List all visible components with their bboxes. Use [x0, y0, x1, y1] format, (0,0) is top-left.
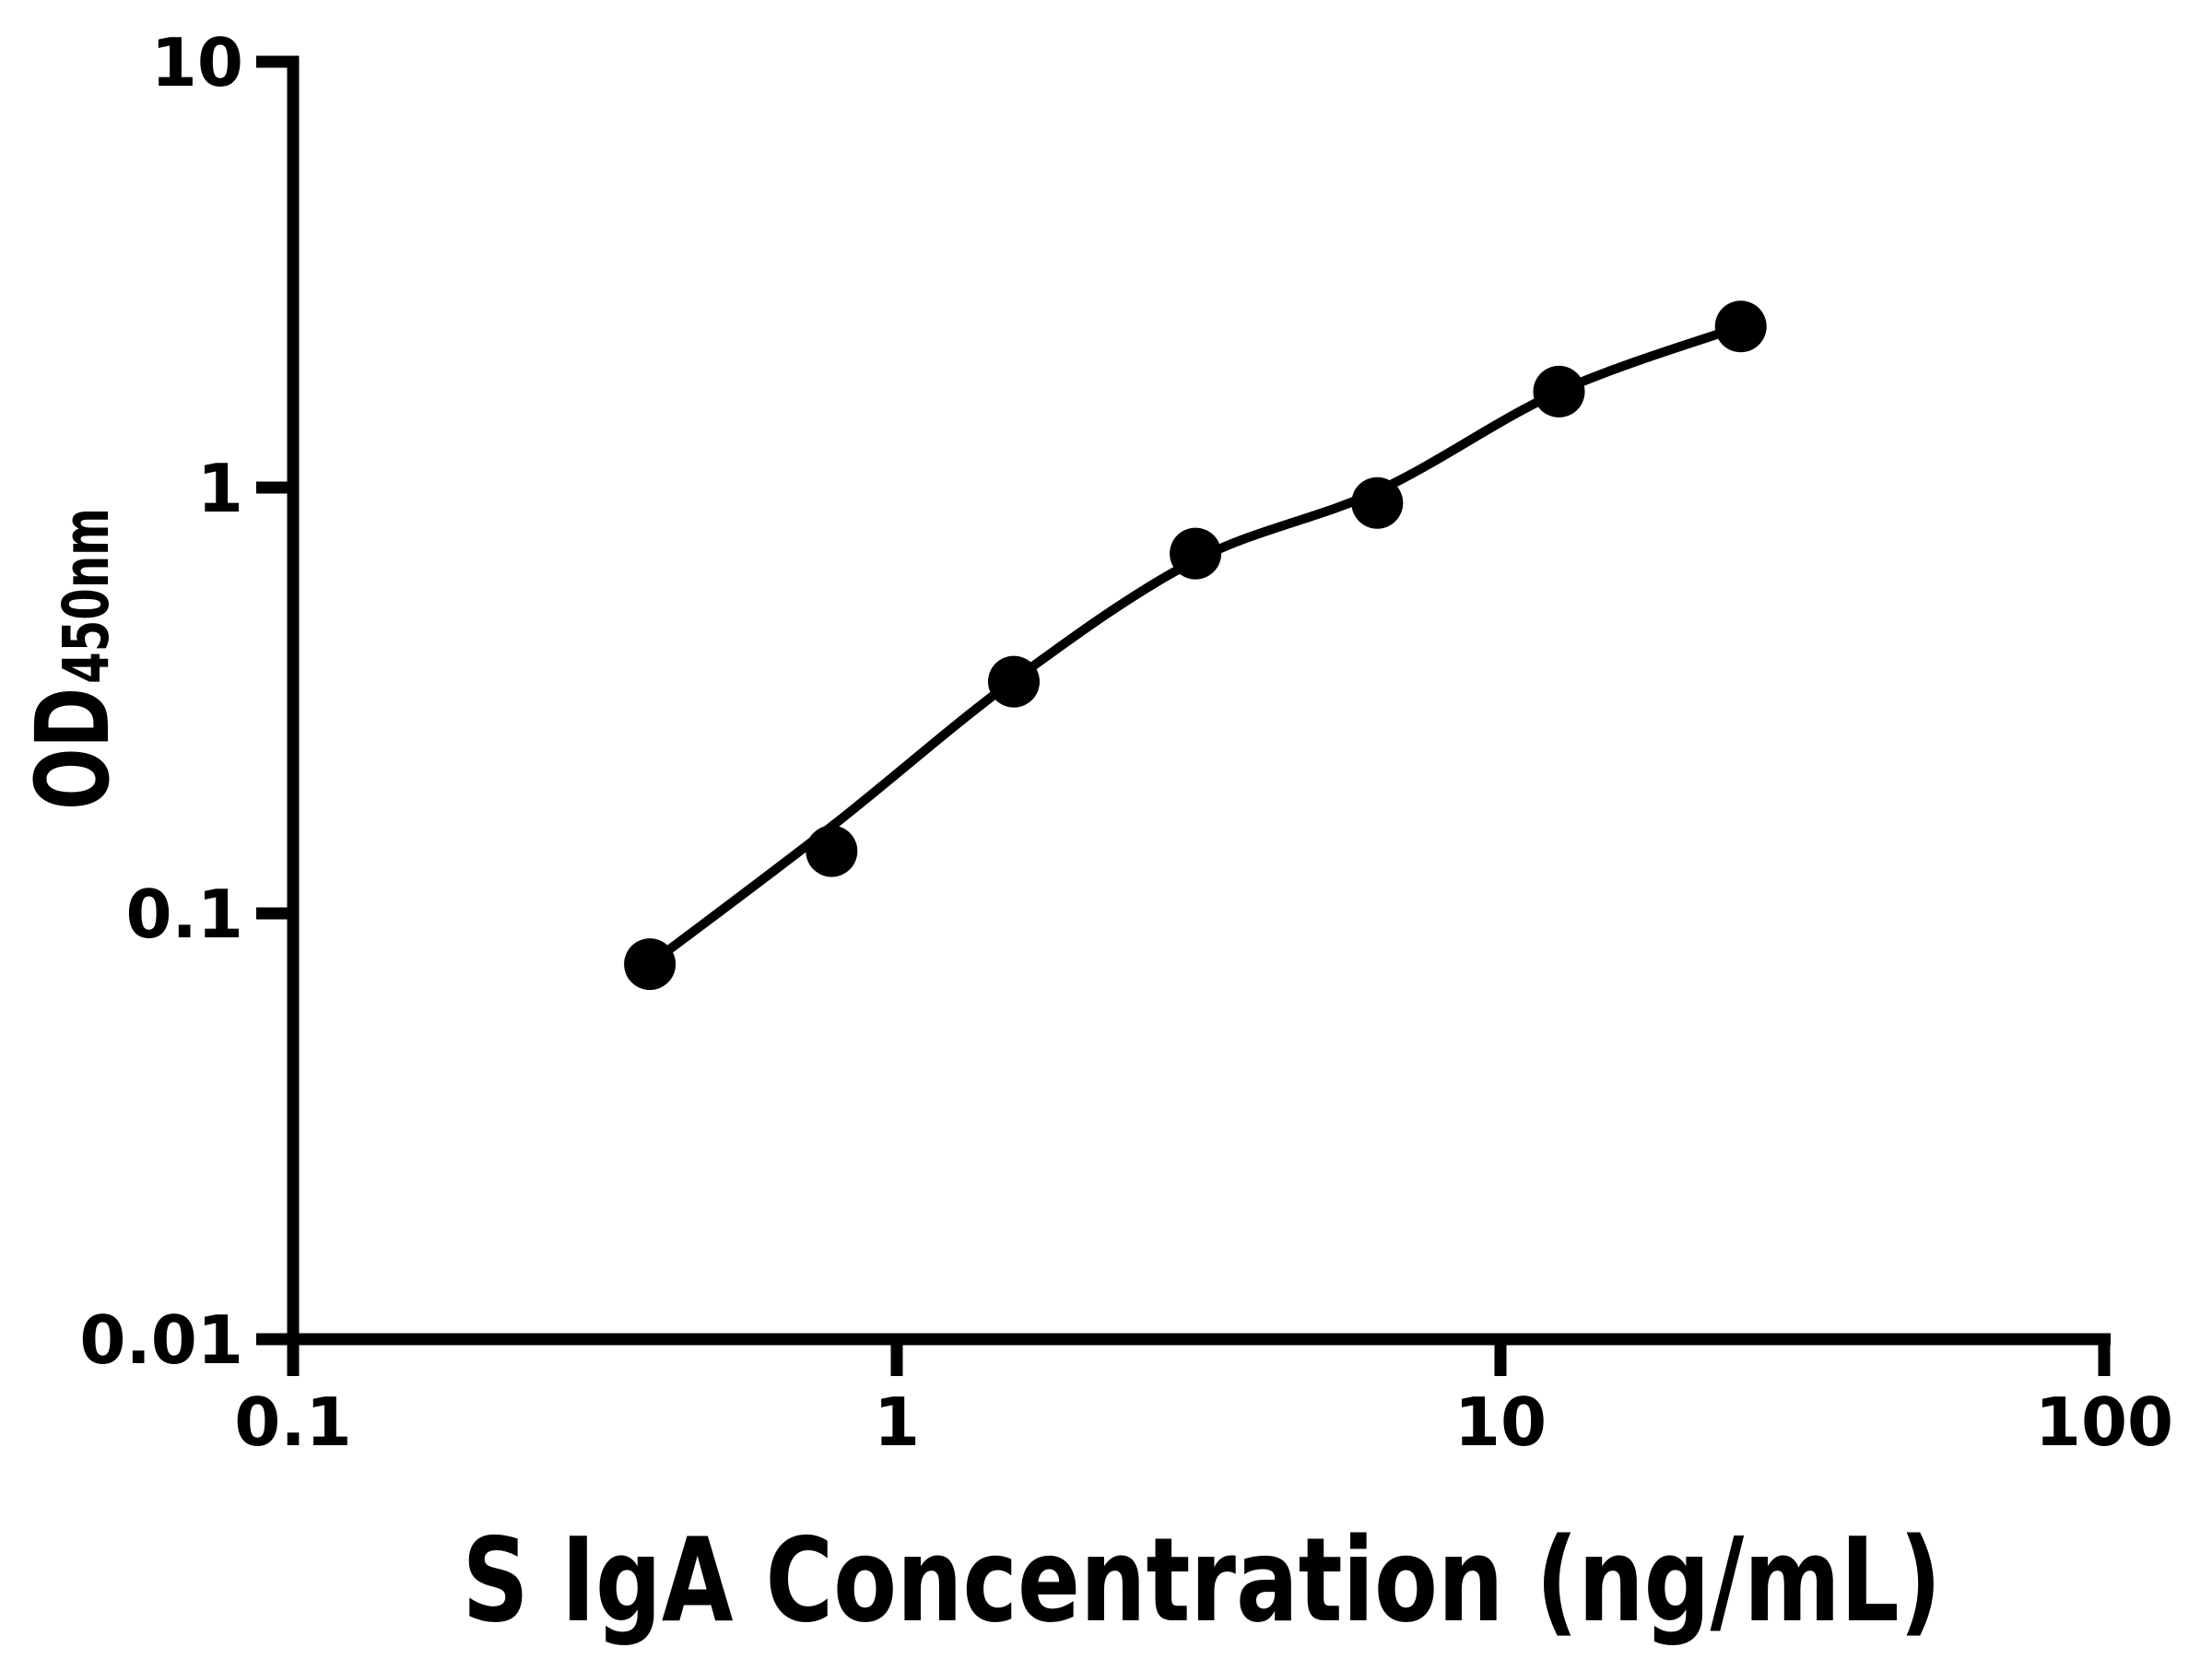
y-tick-label: 1 — [197, 450, 243, 527]
y-axis-title: OD 450nm — [14, 508, 133, 810]
axis-spines — [287, 55, 2111, 1346]
y-axis-title-main: OD — [14, 688, 133, 810]
data-point — [1351, 477, 1404, 529]
y-axis-ticks — [256, 55, 293, 1346]
y-tick-label: 0.1 — [125, 876, 243, 953]
y-axis-tick-labels: 10 1 0.1 0.01 — [79, 24, 243, 1379]
data-point — [1714, 300, 1767, 353]
y-tick-label: 0.01 — [79, 1301, 243, 1379]
x-tick-label: 1 — [874, 1383, 920, 1461]
x-axis-tick-labels: 0.1 1 10 100 — [234, 1383, 2173, 1461]
x-tick-label: 10 — [1454, 1383, 1547, 1461]
y-tick-label: 10 — [151, 24, 243, 101]
data-points — [624, 300, 1767, 991]
x-tick-label: 0.1 — [234, 1383, 352, 1461]
y-axis-title-subscript: 450nm — [50, 508, 124, 684]
x-axis-ticks — [287, 1339, 2111, 1376]
x-tick-label: 100 — [2035, 1383, 2173, 1461]
x-axis-title: S IgA Concentration (ng/mL) — [463, 1512, 1942, 1648]
data-point — [1170, 527, 1222, 580]
data-point — [988, 655, 1040, 708]
data-point — [624, 938, 677, 991]
data-point — [806, 825, 858, 877]
data-point — [1533, 365, 1585, 418]
